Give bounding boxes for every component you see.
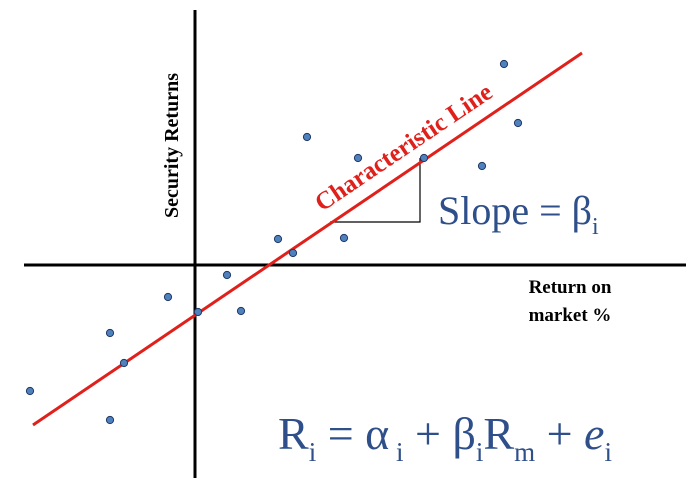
eq-R: R [278, 408, 309, 459]
eq-alpha-sub: i [389, 437, 403, 467]
eq-Rm: R [483, 408, 514, 459]
characteristic-line [32, 51, 583, 427]
eq-e: e [584, 408, 604, 459]
eq-plus-beta: + β [404, 408, 476, 459]
x-axis-label-line1: Return on [529, 277, 612, 298]
data-point [119, 358, 129, 368]
data-point [222, 270, 232, 280]
data-point [105, 415, 115, 425]
eq-plus-e: + [535, 408, 584, 459]
data-point [302, 132, 312, 142]
data-point [419, 153, 429, 163]
slope-beta: β [572, 188, 592, 233]
eq-R-sub: i [309, 437, 317, 467]
x-axis-label-line2: market % [529, 305, 612, 326]
data-point [353, 153, 363, 163]
data-point [273, 234, 283, 244]
eq-e-sub: i [604, 437, 612, 467]
data-point [477, 161, 487, 171]
data-point [25, 386, 35, 396]
data-point [513, 118, 523, 128]
slope-formula: Slope = βi [438, 188, 599, 240]
y-axis-label: Security Returns [161, 73, 183, 218]
slope-prefix: Slope = [438, 188, 572, 233]
eq-beta-sub: i [476, 437, 484, 467]
data-point [105, 328, 115, 338]
eq-Rm-sub: m [514, 437, 535, 467]
data-point [193, 307, 203, 317]
slope-subscript: i [592, 214, 599, 240]
data-point [339, 233, 349, 243]
scatter-points [25, 59, 523, 425]
data-point [499, 59, 509, 69]
slope-triangle [330, 158, 421, 223]
regression-equation: Ri = α i + βiRm + ei [278, 408, 612, 467]
data-point [288, 248, 298, 258]
data-point [236, 306, 246, 316]
eq-equals-alpha: = α [316, 408, 389, 459]
data-point [163, 292, 173, 302]
